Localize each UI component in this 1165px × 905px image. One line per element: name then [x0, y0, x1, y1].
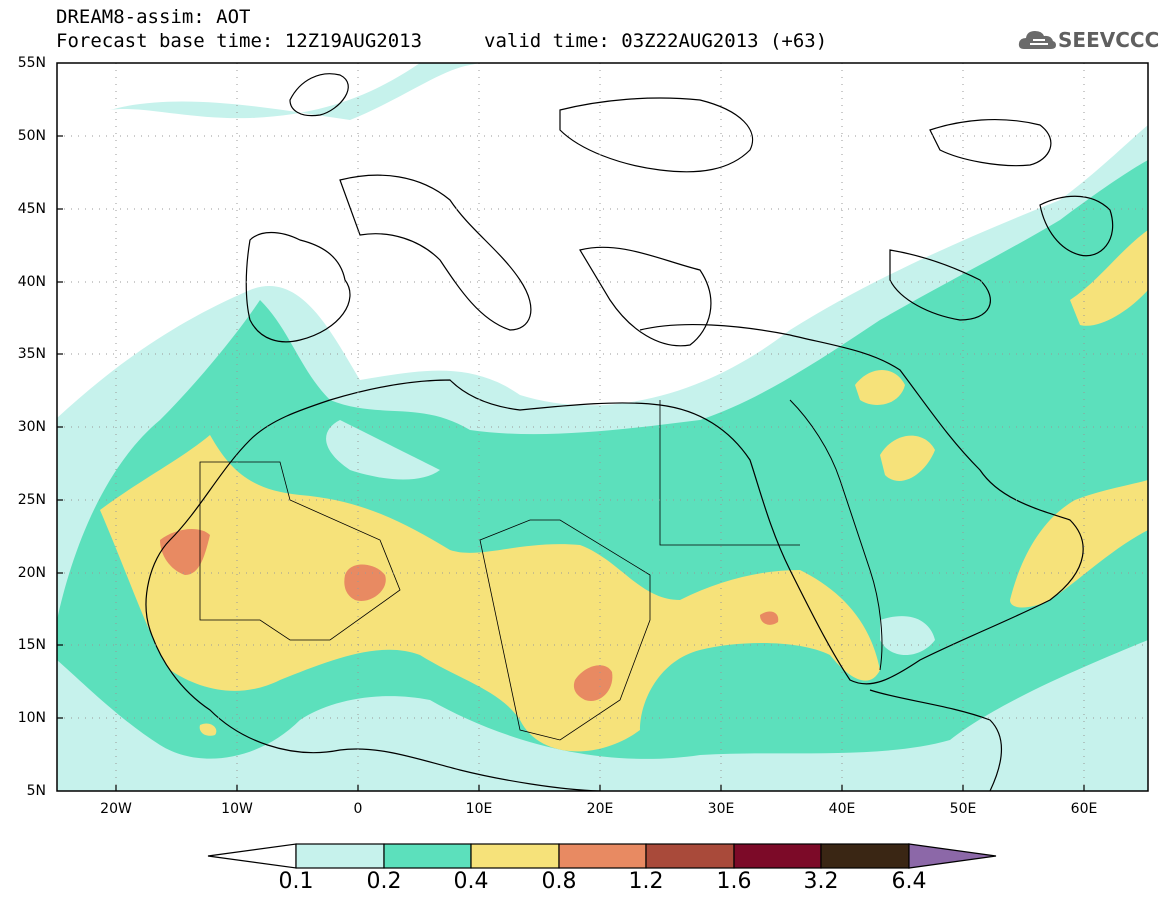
lon-label-10e: 10E	[465, 801, 493, 817]
colorbar-label-0.8: 0.8	[541, 869, 577, 894]
lon-label-10w: 10W	[221, 801, 253, 817]
lat-label-25n: 25N	[17, 492, 46, 508]
colorbar-swatch-1	[295, 843, 385, 869]
lon-label-20w: 20W	[100, 801, 132, 817]
lon-label-50e: 50E	[949, 801, 977, 817]
colorbar-swatch-4	[558, 843, 647, 869]
colorbar-label-0.2: 0.2	[366, 869, 402, 894]
gridlines	[57, 63, 1148, 791]
lon-label-30e: 30E	[707, 801, 735, 817]
lat-label-30n: 30N	[17, 419, 46, 435]
colorbar-swatch-5	[645, 843, 735, 869]
lat-label-35n: 35N	[17, 346, 46, 362]
colorbar	[207, 843, 997, 869]
colorbar-swatch-6	[733, 843, 822, 869]
lat-label-15n: 15N	[17, 637, 46, 653]
lon-label-0: 0	[353, 801, 363, 817]
colorbar-label-3.2: 3.2	[803, 869, 839, 894]
lat-label-45n: 45N	[17, 201, 46, 217]
base-time-label: Forecast base time: 12Z19AUG2013	[56, 30, 423, 52]
aot-field	[57, 63, 1148, 791]
lat-label-50n: 50N	[17, 128, 46, 144]
lat-label-40n: 40N	[17, 274, 46, 290]
seevccc-logo: SEEVCCC	[1058, 28, 1160, 52]
colorbar-label-0.1: 0.1	[278, 869, 314, 894]
lon-label-60e: 60E	[1070, 801, 1098, 817]
colorbar-swatch-3	[470, 843, 560, 869]
colorbar-label-6.4: 6.4	[891, 869, 927, 894]
lon-label-20e: 20E	[586, 801, 614, 817]
valid-time-label: valid time: 03Z22AUG2013 (+63)	[484, 30, 828, 52]
cloud-icon	[1018, 31, 1056, 49]
colorbar-swatch-7	[820, 843, 910, 869]
colorbar-label-1.6: 1.6	[716, 869, 752, 894]
colorbar-under-arrow	[207, 843, 297, 869]
chart-title: DREAM8-assim: AOT	[56, 6, 251, 28]
lat-label-10n: 10N	[17, 710, 46, 726]
colorbar-label-0.4: 0.4	[453, 869, 489, 894]
lat-label-5n: 5N	[26, 783, 46, 799]
colorbar-over-arrow	[908, 843, 997, 869]
axis-ticks	[57, 135, 1085, 791]
colorbar-label-1.2: 1.2	[628, 869, 664, 894]
lat-label-55n: 55N	[17, 55, 46, 71]
colorbar-swatch-2	[383, 843, 472, 869]
lon-label-40e: 40E	[828, 801, 856, 817]
lat-label-20n: 20N	[17, 565, 46, 581]
coastlines	[145, 73, 1114, 791]
